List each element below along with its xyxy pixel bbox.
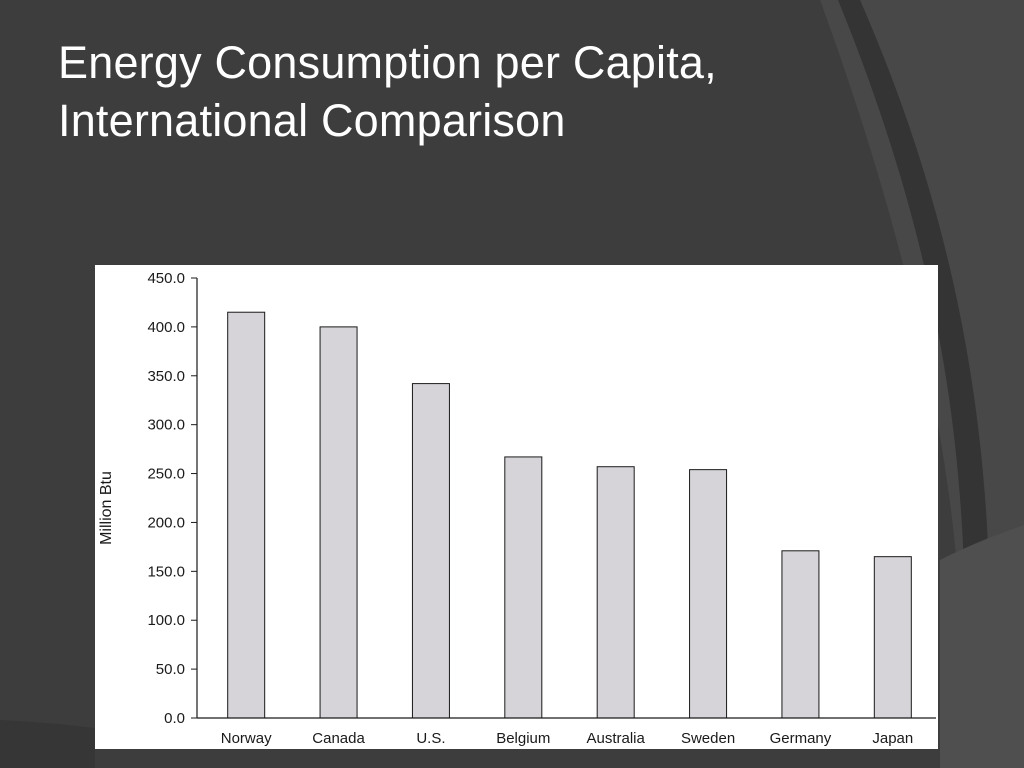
x-tick-label: U.S. [416,730,445,747]
y-tick-label: 200.0 [147,514,185,531]
bar-chart: 0.0 50.0 100.0 150.0 200.0 250.0 300.0 350.0 400… [98,270,936,747]
x-tick-label: Canada [312,730,365,747]
background-corner-shape [940,525,1024,768]
bar-canada [319,326,358,719]
slide-title-line-1: Energy Consumption per Capita, [58,37,717,88]
bar-belgium [504,456,543,719]
y-axis-ticks: 0.0 50.0 100.0 150.0 200.0 250.0 300.0 350.0 400… [147,270,197,727]
slide-title-line-2: International Comparison [58,95,566,146]
bar-us [411,383,450,719]
bar-germany [781,550,820,719]
x-tick-label: Belgium [496,730,550,747]
x-tick-label: Germany [770,730,832,747]
y-tick-label: 100.0 [147,612,185,629]
x-axis-ticks: Norway Canada U.S. Belgium Australia Sweden Ge… [221,730,913,747]
y-tick-label: 400.0 [147,319,185,336]
y-tick-label: 300.0 [147,417,185,434]
y-tick-label: 50.0 [156,661,185,678]
x-tick-label: Norway [221,730,272,747]
bar-japan [873,556,912,719]
x-tick-label: Australia [587,730,646,747]
bar-australia [596,466,635,719]
bar-sweden [689,469,728,719]
background-bottom-shape [0,720,95,768]
y-tick-label: 450.0 [147,270,185,287]
chart-panel: 0.0 50.0 100.0 150.0 200.0 250.0 300.0 350.0 400… [95,265,938,749]
y-tick-label: 150.0 [147,563,185,580]
y-axis-label: Million Btu [98,471,115,545]
x-tick-label: Japan [872,730,913,747]
bar-norway [227,311,266,719]
y-tick-label: 350.0 [147,368,185,385]
y-tick-label: 250.0 [147,466,185,483]
slide-title: Energy Consumption per Capita, Internati… [58,34,717,150]
bar-series [227,311,912,719]
x-tick-label: Sweden [681,730,735,747]
y-tick-label: 0.0 [164,710,185,727]
